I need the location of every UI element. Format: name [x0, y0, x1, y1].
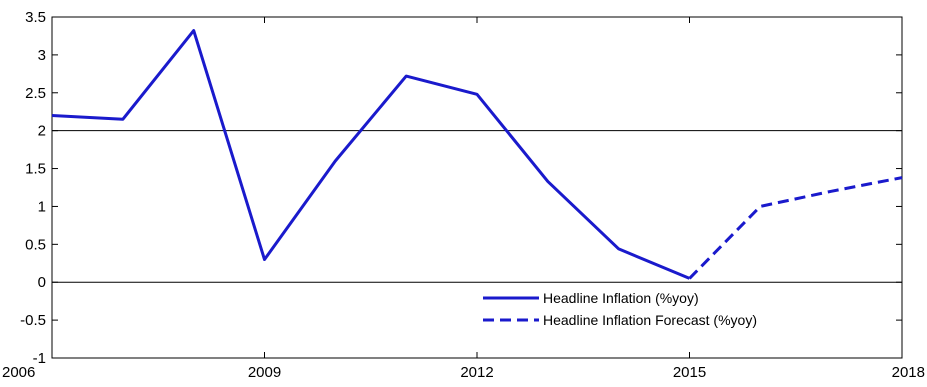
- series-line-forecast: [688, 176, 903, 280]
- plot-frame: [51, 16, 903, 359]
- y-tick-label: 0.5: [25, 236, 46, 253]
- y-tick-label: -0.5: [20, 312, 46, 329]
- x-tick-label: 2018: [892, 364, 925, 381]
- legend-label: Headline Inflation (%yoy): [543, 290, 699, 306]
- y-tick-label: 3: [38, 47, 46, 64]
- y-tick-label: 1.5: [25, 161, 46, 178]
- legend: Headline Inflation (%yoy) Headline Inflat…: [483, 290, 757, 328]
- y-tick-label: 3.5: [25, 9, 46, 26]
- y-tick-label: -1: [33, 350, 46, 367]
- y-tick-label: 1: [38, 198, 46, 215]
- x-tick-label: 2012: [460, 364, 493, 381]
- x-tick-label: 2009: [248, 364, 281, 381]
- series-line-headline: [51, 29, 691, 280]
- y-tick-label: 0: [38, 274, 46, 291]
- axes: -1 -0.5 0 0.5 1 1.5 2 2.5 3 3.5 2006 2009 2012 2015 20…: [2, 9, 925, 381]
- series-layer: [51, 29, 903, 280]
- legend-label: Headline Inflation Forecast (%yoy): [543, 312, 757, 328]
- x-tick-label: 2015: [673, 364, 706, 381]
- y-tick-label: 2: [38, 123, 46, 140]
- y-tick-label: 2.5: [25, 85, 46, 102]
- x-tick-label: 2006: [2, 364, 35, 381]
